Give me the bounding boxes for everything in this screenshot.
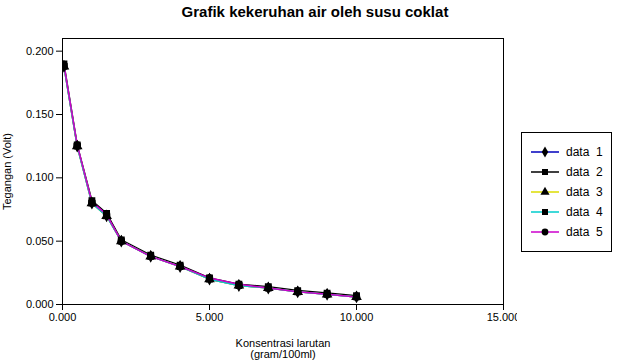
svg-text:0.000: 0.000: [26, 298, 54, 310]
html-text:data 4: data 4: [566, 205, 603, 219]
svg-text:0.050: 0.050: [26, 235, 54, 247]
html-text:Grafik kekeruhan air oleh susu: Grafik kekeruhan air oleh susu coklat: [181, 3, 449, 20]
svg-text:5.000: 5.000: [196, 311, 224, 323]
svg-text:0.000: 0.000: [49, 311, 77, 323]
html-text:data 1: data 1: [566, 145, 603, 159]
svg-text:Tegangan (Volt): Tegangan (Volt): [1, 133, 13, 210]
svg-text:0.200: 0.200: [26, 45, 54, 57]
svg-text:Konsentrasi larutan(gram/100ml: Konsentrasi larutan(gram/100ml): [236, 337, 331, 360]
svg-text:10.000: 10.000: [340, 311, 374, 323]
svg-text:0.150: 0.150: [26, 108, 54, 120]
html-text:data 3: data 3: [566, 185, 603, 199]
svg-text:15.000: 15.000: [487, 311, 517, 323]
svg-text:0.100: 0.100: [26, 171, 54, 183]
html-text:data 2: data 2: [566, 165, 603, 179]
html-text:data 5: data 5: [566, 225, 603, 239]
